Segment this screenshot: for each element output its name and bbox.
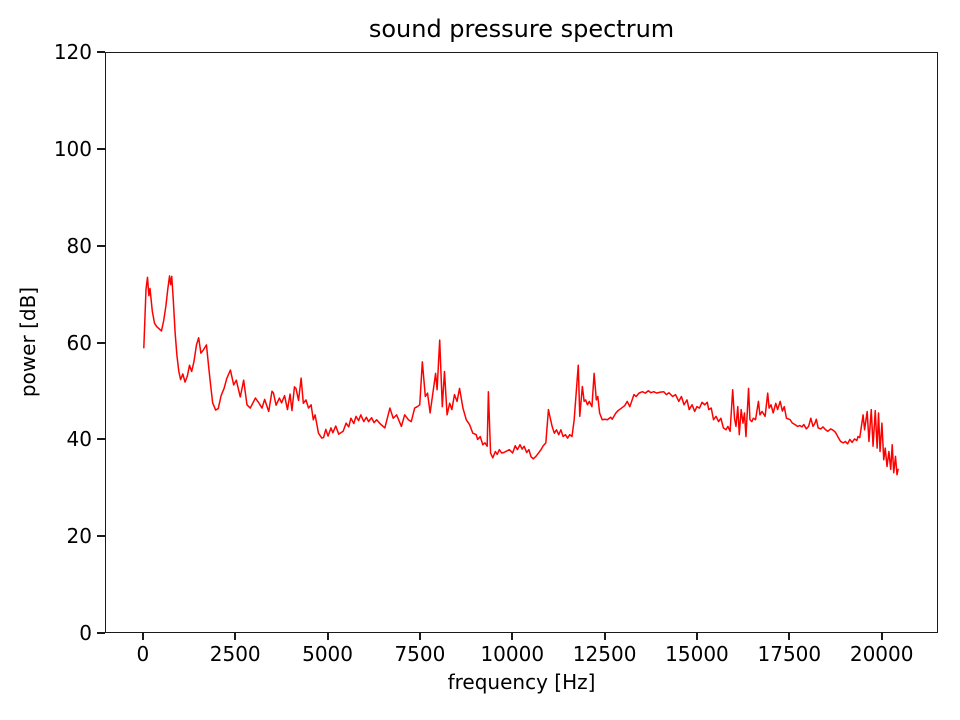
- x-tick-label: 2500: [209, 642, 261, 666]
- y-tick-label: 80: [66, 233, 92, 258]
- x-tick-mark: [326, 633, 329, 640]
- x-tick-label: 20000: [849, 642, 914, 666]
- y-tick-mark: [97, 535, 105, 538]
- y-tick-mark: [97, 147, 105, 150]
- x-tick-label: 10000: [480, 642, 545, 666]
- x-tick-label: 7500: [394, 642, 446, 666]
- y-tick-label: 40: [66, 427, 92, 452]
- y-tick-mark: [97, 438, 105, 441]
- x-axis-label: frequency [Hz]: [447, 670, 596, 694]
- y-tick-label: 120: [53, 40, 92, 64]
- y-tick-mark: [97, 244, 105, 247]
- plot-area: [105, 52, 938, 633]
- x-tick-mark: [141, 633, 144, 640]
- x-tick-label: 0: [136, 642, 150, 666]
- spectrum-line: [143, 275, 899, 476]
- x-tick-mark: [695, 633, 698, 640]
- chart-title: sound pressure spectrum: [368, 15, 675, 43]
- x-tick-label: 17500: [757, 642, 822, 666]
- x-tick-mark: [511, 633, 514, 640]
- y-tick-label: 20: [66, 524, 92, 549]
- x-tick-label: 12500: [572, 642, 637, 666]
- x-tick-mark: [234, 633, 237, 640]
- x-tick-mark: [603, 633, 606, 640]
- x-tick-mark: [880, 633, 883, 640]
- x-tick-mark: [788, 633, 791, 640]
- y-axis-label: power [dB]: [16, 286, 40, 398]
- y-tick-mark: [97, 632, 105, 634]
- x-tick-label: 15000: [665, 642, 729, 666]
- x-tick-mark: [418, 633, 421, 640]
- y-tick-label: 0: [79, 621, 92, 645]
- y-tick-label: 100: [53, 136, 92, 161]
- x-tick-label: 5000: [302, 642, 354, 666]
- y-tick-mark: [97, 51, 105, 53]
- sound-pressure-spectrum: [143, 275, 899, 476]
- y-tick-label: 60: [66, 330, 92, 355]
- y-tick-mark: [97, 341, 105, 344]
